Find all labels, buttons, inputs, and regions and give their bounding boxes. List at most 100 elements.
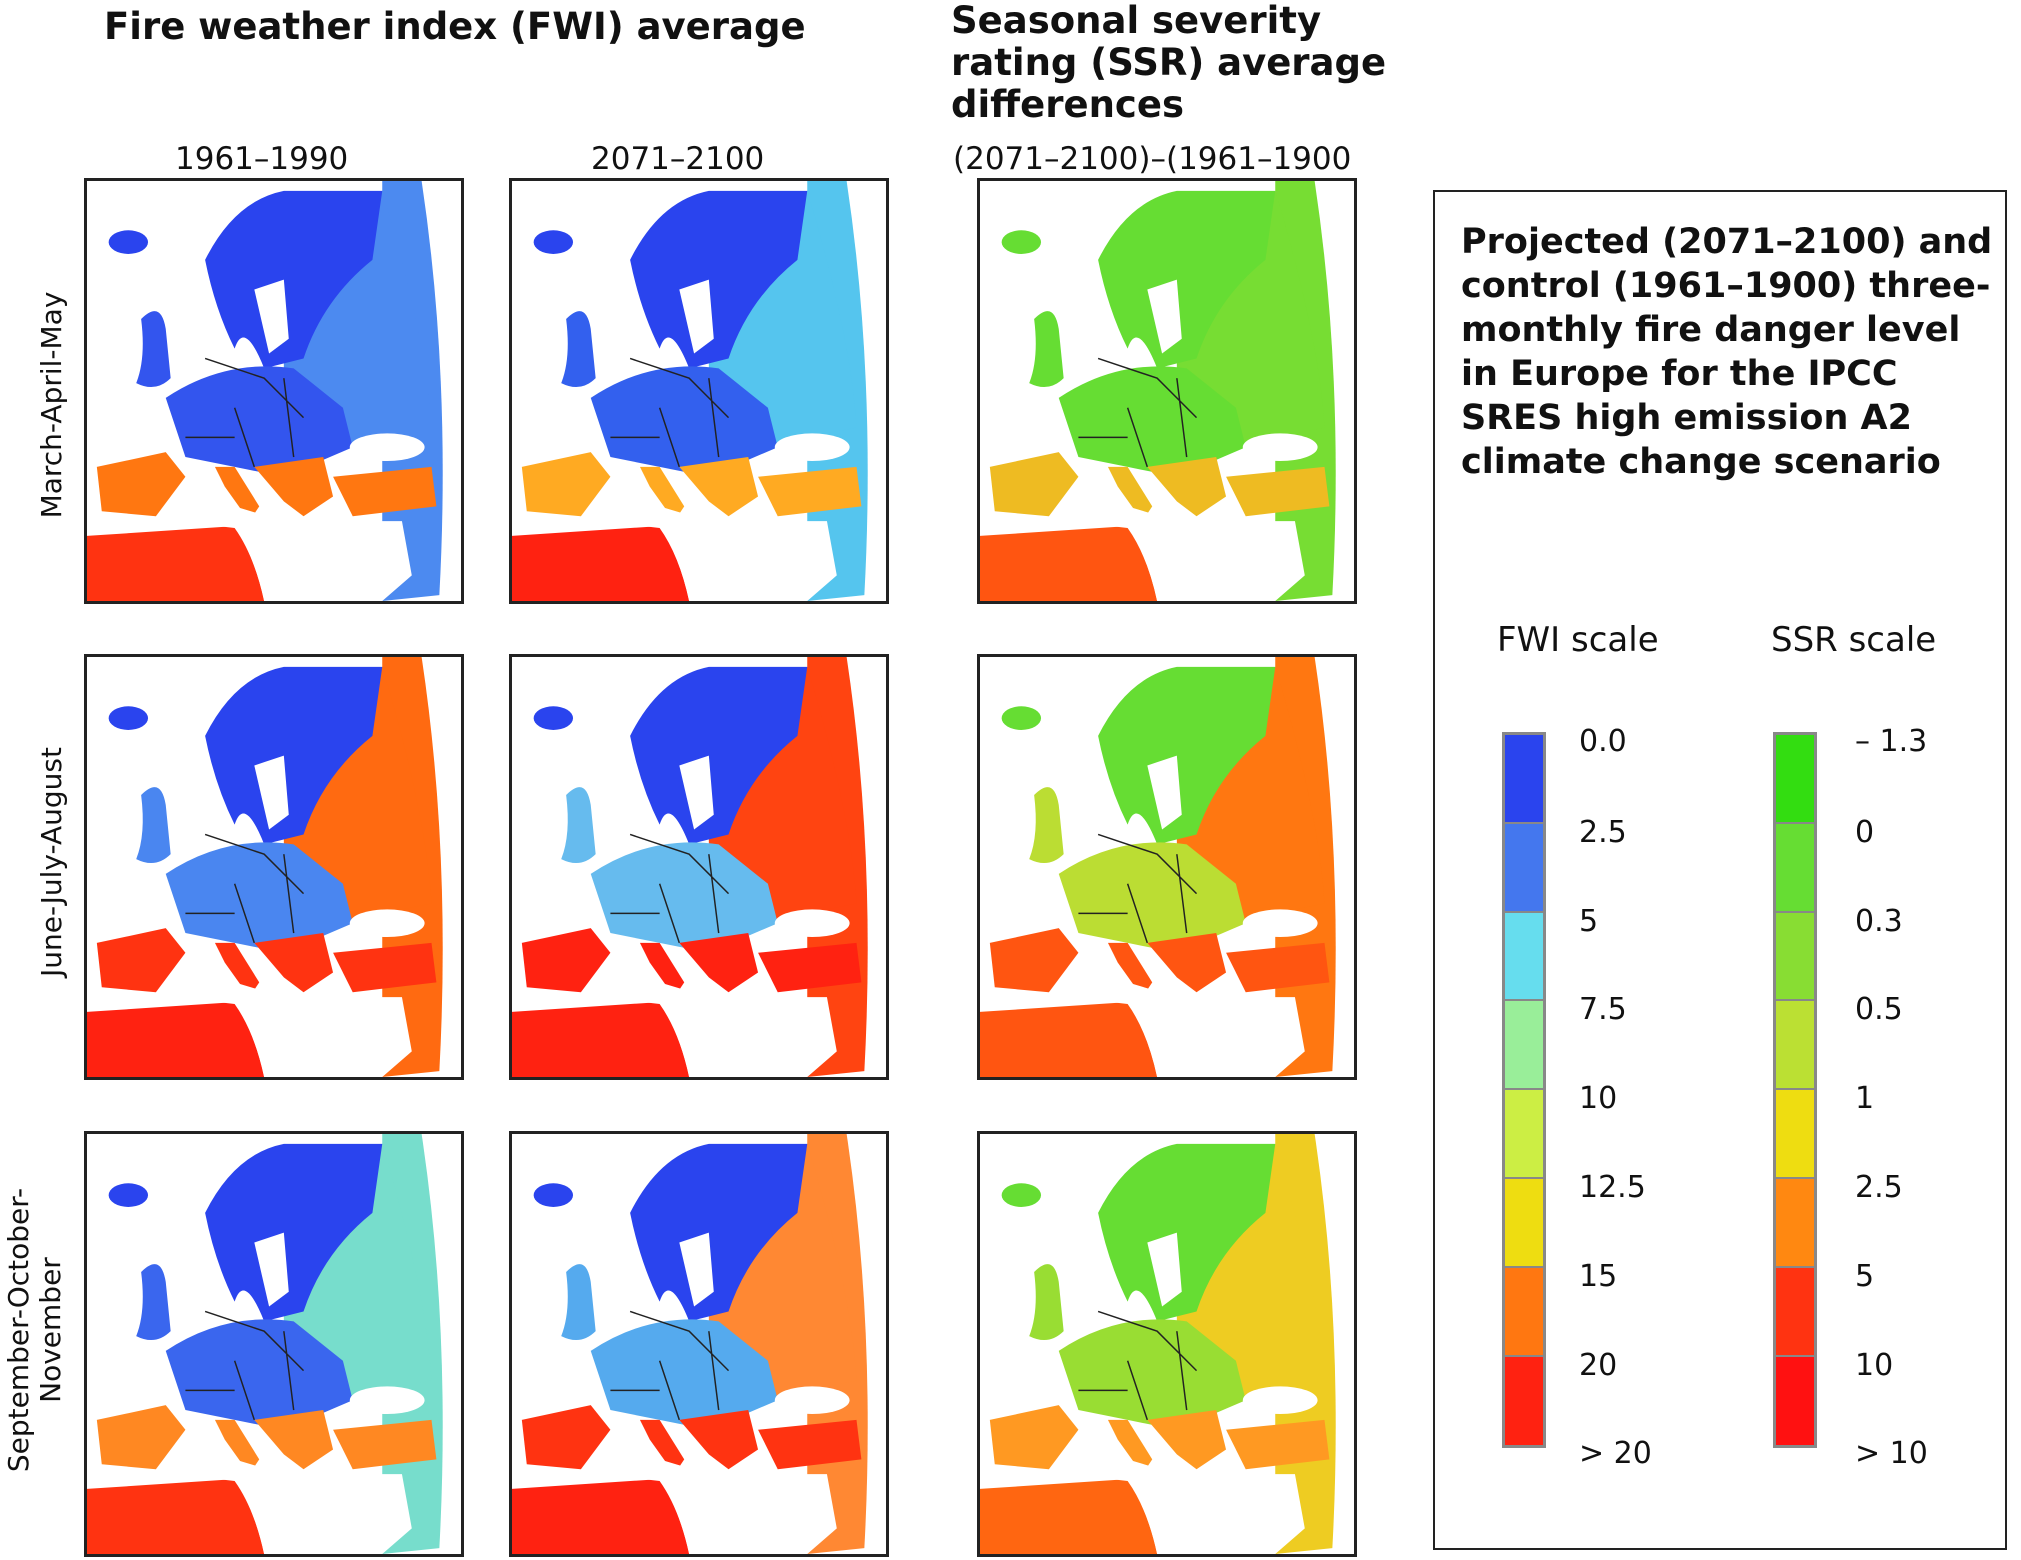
- country-borders: [1078, 1310, 1198, 1421]
- scandinavia: [630, 190, 808, 369]
- balkans: [254, 1410, 334, 1470]
- row-title-autumn-text: September-October-November: [2, 1187, 67, 1473]
- map-svg: [980, 1134, 1336, 1554]
- turkey: [758, 466, 862, 517]
- black-sea: [774, 1386, 850, 1414]
- turkey: [758, 1419, 862, 1470]
- scandinavia: [1098, 1143, 1276, 1322]
- map-svg: [512, 657, 868, 1077]
- map-svg: [512, 181, 868, 601]
- turkey: [333, 942, 437, 993]
- north-africa: [512, 1002, 690, 1077]
- scandinavia: [205, 666, 383, 845]
- central-europe: [165, 1319, 353, 1430]
- country-borders: [610, 1310, 730, 1421]
- ssr-swatch-5: [1776, 1178, 1814, 1268]
- north-africa: [87, 1479, 265, 1554]
- balkans: [254, 457, 334, 517]
- balkans: [1147, 457, 1227, 517]
- iberia: [96, 928, 186, 993]
- ssr-color-bar: [1773, 732, 1817, 1449]
- iberia: [521, 928, 611, 993]
- central-europe: [590, 366, 778, 477]
- ssr-scale-title: SSR scale: [1771, 620, 1937, 660]
- italy: [639, 1419, 685, 1475]
- british-isles: [136, 311, 171, 388]
- mediterranean-sea: [1068, 982, 1305, 1077]
- black-sea: [349, 1386, 425, 1414]
- ssr-tick-label: 1: [1855, 1081, 1875, 1117]
- mediterranean-sea: [1068, 1459, 1305, 1554]
- black-sea: [774, 433, 850, 461]
- balkans: [254, 933, 334, 993]
- scandinavia: [630, 1143, 808, 1322]
- iberia: [989, 1405, 1079, 1470]
- black-sea: [774, 909, 850, 937]
- map-svg: [87, 657, 443, 1077]
- country-borders: [610, 357, 730, 468]
- legend-panel: Projected (2071–2100) and control (1961–…: [1433, 190, 2007, 1550]
- country-borders: [1078, 357, 1198, 468]
- iceland: [1001, 230, 1042, 254]
- scandinavia: [1098, 190, 1276, 369]
- scandinavia: [205, 1143, 383, 1322]
- british-isles: [1029, 787, 1064, 864]
- balkans: [1147, 933, 1227, 993]
- mediterranean-sea: [175, 982, 412, 1077]
- mediterranean-sea: [600, 982, 837, 1077]
- north-africa: [980, 1479, 1158, 1554]
- column-title-2071-2100: 2071–2100: [591, 141, 765, 177]
- iceland: [108, 1183, 149, 1207]
- fwi-tick-label: 10: [1579, 1081, 1618, 1117]
- fwi-swatch-0: [1505, 735, 1543, 824]
- fwi-tick-label: 20: [1579, 1347, 1618, 1383]
- british-isles: [136, 1264, 171, 1341]
- baltic-sea: [679, 1232, 714, 1307]
- map-summer-2071-2100: [509, 654, 889, 1080]
- fwi-tick-label: 5: [1579, 903, 1599, 939]
- legend-title: Projected (2071–2100) and control (1961–…: [1461, 222, 1993, 482]
- baltic-sea: [679, 279, 714, 354]
- fwi-tick-label: 2.5: [1579, 814, 1627, 850]
- map-svg: [980, 657, 1336, 1077]
- iceland: [108, 230, 149, 254]
- row-title-summer: June-July-August: [35, 747, 68, 977]
- italy: [1107, 942, 1153, 998]
- scandinavia: [205, 190, 383, 369]
- map-autumn-2071-2100: [509, 1131, 889, 1557]
- map-svg: [512, 1134, 868, 1554]
- map-spring-1961-1990: [84, 178, 464, 604]
- mediterranean-sea: [175, 506, 412, 601]
- map-svg: [87, 181, 443, 601]
- north-africa: [512, 526, 690, 601]
- baltic-sea: [254, 755, 289, 830]
- baltic-sea: [254, 1232, 289, 1307]
- ssr-tick-label: > 10: [1855, 1436, 1928, 1472]
- mediterranean-sea: [600, 1459, 837, 1554]
- iberia: [521, 452, 611, 517]
- fwi-swatch-1: [1505, 823, 1543, 913]
- ssr-tick-label: 2.5: [1855, 1170, 1903, 1205]
- ssr-swatch-0: [1776, 735, 1814, 824]
- fwi-heading: Fire weather index (FWI) average: [104, 5, 806, 48]
- ssr-tick-label: 0: [1855, 814, 1875, 850]
- fwi-color-bar: [1502, 732, 1546, 1449]
- column-title-difference: (2071–2100)–(1961–1900: [953, 141, 1352, 177]
- fwi-tick-label: 7.5: [1579, 992, 1627, 1028]
- british-isles: [136, 787, 171, 864]
- black-sea: [1242, 1386, 1318, 1414]
- country-borders: [610, 833, 730, 944]
- british-isles: [1029, 1264, 1064, 1341]
- map-svg: [980, 181, 1336, 601]
- iberia: [521, 1405, 611, 1470]
- country-borders: [185, 1310, 305, 1421]
- iceland: [1001, 1183, 1042, 1207]
- central-europe: [165, 842, 353, 953]
- ssr-tick-label: 10: [1855, 1347, 1894, 1383]
- north-africa: [512, 1479, 690, 1554]
- mediterranean-sea: [175, 1459, 412, 1554]
- italy: [639, 942, 685, 998]
- fwi-tick-label: 0.0: [1579, 724, 1627, 759]
- black-sea: [1242, 909, 1318, 937]
- iceland: [533, 1183, 574, 1207]
